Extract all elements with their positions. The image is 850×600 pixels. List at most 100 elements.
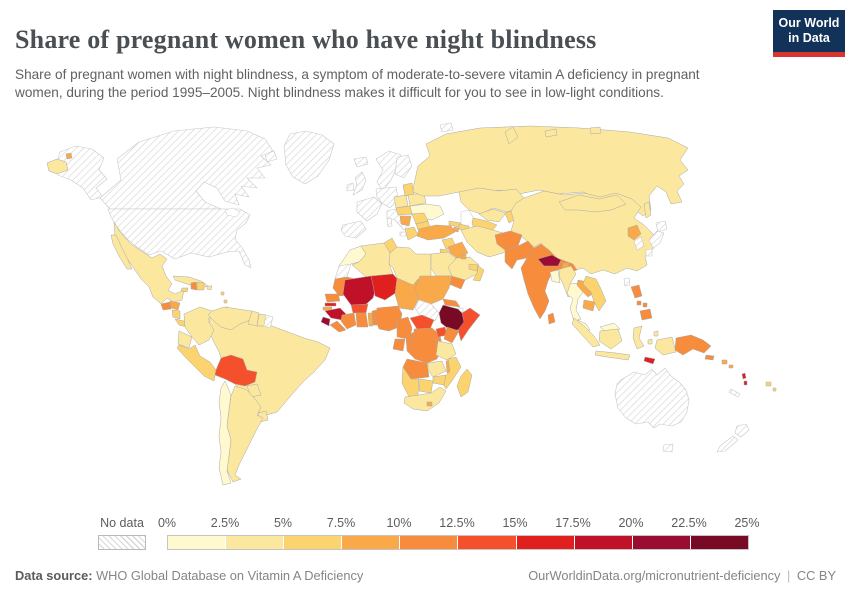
region-iberia[interactable] <box>340 220 367 239</box>
region-south-africa[interactable] <box>403 386 447 412</box>
owid-logo[interactable]: Our World in Data <box>773 10 845 57</box>
region-lesotho[interactable] <box>426 401 433 407</box>
legend-bin-1[interactable] <box>168 536 226 549</box>
region-western-sahara[interactable] <box>334 263 352 280</box>
footer-license[interactable]: CC BY <box>796 568 836 583</box>
region-italy[interactable] <box>386 208 409 231</box>
region-indonesia-sumatra[interactable] <box>571 317 601 348</box>
region-puerto-rico[interactable] <box>206 285 213 291</box>
region-french-guiana[interactable] <box>263 314 274 329</box>
region-new-britain[interactable] <box>704 354 715 361</box>
region-philippines-luzon[interactable] <box>630 284 643 299</box>
region-taiwan[interactable] <box>623 277 631 287</box>
region-haiti[interactable] <box>190 281 198 291</box>
region-novaya-zemlya[interactable] <box>504 126 519 145</box>
region-peru[interactable] <box>176 344 217 382</box>
region-sardinia[interactable] <box>386 217 393 228</box>
region-dominican-republic[interactable] <box>196 281 205 291</box>
region-japan-honshu[interactable] <box>648 230 665 249</box>
region-hungary-czech[interactable] <box>395 205 413 216</box>
region-oman[interactable] <box>472 265 485 282</box>
region-sicily[interactable] <box>399 231 407 237</box>
region-gabon[interactable] <box>392 338 406 352</box>
legend-no-data-swatch[interactable] <box>98 535 146 550</box>
region-cambodia[interactable] <box>582 299 596 312</box>
region-greece[interactable] <box>404 226 419 241</box>
region-ghana[interactable] <box>355 312 369 328</box>
region-togo[interactable] <box>367 312 374 327</box>
region-central-europe[interactable] <box>375 186 399 209</box>
region-indonesia-kalimantan[interactable] <box>598 328 623 350</box>
region-philippines-mindanao[interactable] <box>639 308 653 321</box>
region-poland[interactable] <box>393 194 409 209</box>
region-kenya[interactable] <box>443 326 460 344</box>
region-indonesia-papua[interactable] <box>654 336 677 356</box>
region-malaysia-borneo[interactable] <box>599 322 621 332</box>
footer-link[interactable]: OurWorldinData.org/micronutrient-deficie… <box>528 568 781 583</box>
region-timor-leste[interactable] <box>643 356 656 365</box>
region-honduras[interactable] <box>169 300 181 311</box>
region-svalbard[interactable] <box>439 122 454 133</box>
region-bolivia[interactable] <box>214 354 258 387</box>
region-france[interactable] <box>356 196 383 222</box>
region-mongolia[interactable] <box>558 194 627 213</box>
region-arctic-islands[interactable] <box>544 126 602 138</box>
legend-bin-8[interactable] <box>573 536 632 549</box>
region-cameroon[interactable] <box>396 316 413 340</box>
region-solomon-islands[interactable] <box>721 359 734 369</box>
region-south-korea[interactable] <box>633 236 645 251</box>
region-egypt[interactable] <box>430 251 457 277</box>
region-sierra-leone[interactable] <box>320 316 331 327</box>
region-scandinavia[interactable] <box>375 150 402 192</box>
region-venezuela[interactable] <box>207 306 253 331</box>
region-finland[interactable] <box>394 154 413 179</box>
region-colombia[interactable] <box>183 306 215 346</box>
region-chukotka-island[interactable] <box>65 152 73 160</box>
region-ecuador[interactable] <box>177 330 193 349</box>
region-papua-new-guinea[interactable] <box>674 334 712 356</box>
region-china[interactable] <box>510 190 659 275</box>
legend-bin-4[interactable] <box>341 536 400 549</box>
region-senegal[interactable] <box>324 293 341 303</box>
region-mozambique[interactable] <box>440 356 462 390</box>
region-turkey[interactable] <box>416 224 456 241</box>
region-kuwait[interactable] <box>460 254 467 260</box>
region-cote-divoire[interactable] <box>340 312 357 330</box>
region-uk[interactable] <box>352 171 367 196</box>
region-zambia[interactable] <box>427 360 447 378</box>
region-north-korea[interactable] <box>627 224 642 241</box>
region-eritrea[interactable] <box>442 298 461 308</box>
region-baltic-states[interactable] <box>402 182 415 197</box>
region-greenland[interactable] <box>283 130 335 185</box>
region-new-zealand[interactable] <box>716 423 750 453</box>
region-chile[interactable] <box>218 380 232 486</box>
region-fiji[interactable] <box>765 381 777 392</box>
region-japan-kyushu[interactable] <box>645 248 653 257</box>
legend-bin-5[interactable] <box>399 536 458 549</box>
legend-bin-10[interactable] <box>689 536 748 549</box>
region-liberia[interactable] <box>329 320 347 333</box>
legend-bin-7[interactable] <box>515 536 574 549</box>
region-philippines-visayas[interactable] <box>636 300 648 308</box>
region-ireland[interactable] <box>346 182 355 192</box>
region-new-caledonia[interactable] <box>728 388 741 398</box>
region-madagascar[interactable] <box>456 368 473 398</box>
region-botswana[interactable] <box>418 378 434 394</box>
region-indonesia-sulawesi[interactable] <box>632 325 645 350</box>
region-chad[interactable] <box>394 277 421 311</box>
region-bangladesh[interactable] <box>549 269 561 284</box>
region-australia[interactable] <box>614 367 690 429</box>
region-iceland[interactable] <box>353 156 369 168</box>
region-burkina-faso[interactable] <box>350 303 369 314</box>
region-sakhalin[interactable] <box>643 201 652 219</box>
region-angola[interactable] <box>402 358 430 380</box>
region-mexico[interactable] <box>113 221 185 305</box>
region-niger[interactable] <box>370 273 400 301</box>
legend-bin-6[interactable] <box>457 536 516 549</box>
region-nigeria[interactable] <box>374 305 403 332</box>
region-jamaica[interactable] <box>180 287 189 293</box>
region-tanzania[interactable] <box>435 340 457 361</box>
region-canada[interactable] <box>99 126 274 210</box>
region-nepal[interactable] <box>537 254 562 267</box>
legend-bin-3[interactable] <box>283 536 342 549</box>
